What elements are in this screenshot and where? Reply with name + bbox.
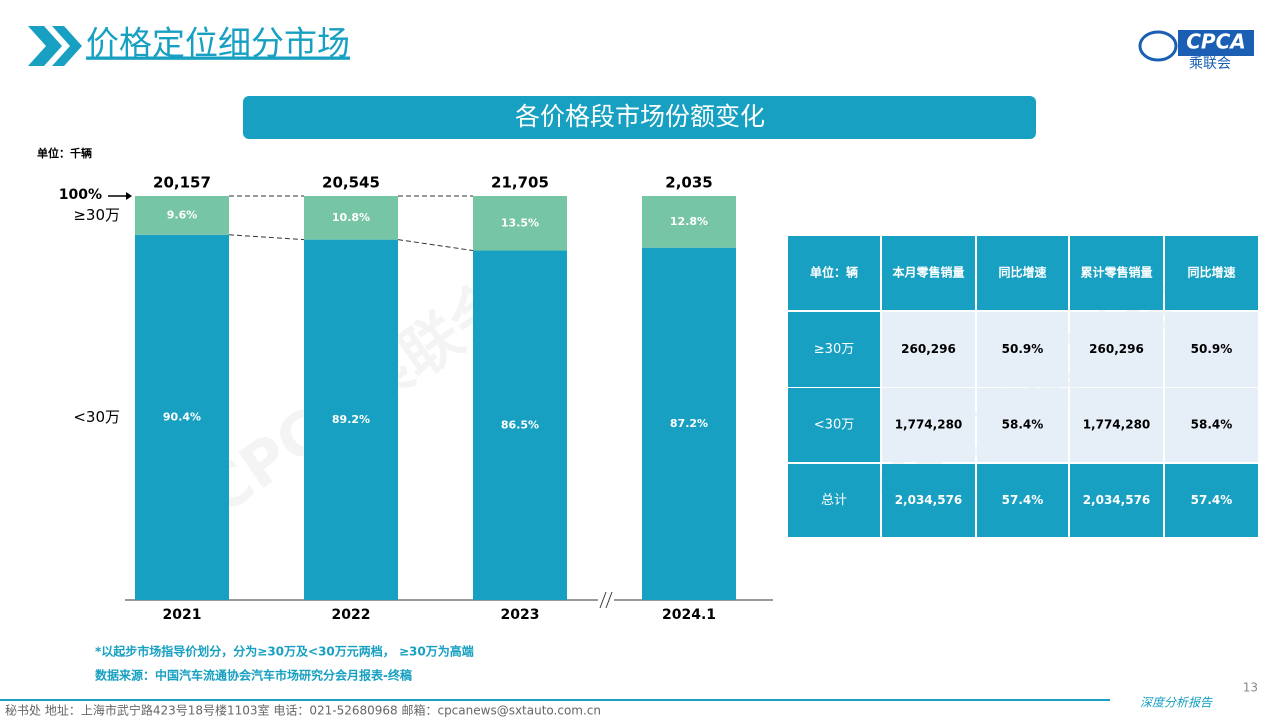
- x-tick-label: 2023: [501, 607, 540, 623]
- total-label: 20,545: [322, 174, 380, 192]
- table-text: 260,296: [1089, 342, 1144, 356]
- footer-report: 深度分析报告: [1140, 696, 1213, 710]
- x-tick-label: 2021: [163, 607, 202, 623]
- table-text: 58.4%: [1191, 418, 1233, 432]
- table-cell: [882, 312, 975, 387]
- legend-label: ≥30万: [73, 206, 120, 224]
- legend-label: <30万: [73, 408, 120, 426]
- table-cell: [977, 312, 1068, 387]
- x-tick-label: 2024.1: [662, 607, 716, 623]
- unit-label: 单位：千辆: [37, 146, 92, 160]
- table-text: 260,296: [901, 342, 956, 356]
- table-cell: [788, 236, 880, 310]
- banner: [243, 96, 1036, 139]
- total-label: 20,157: [153, 174, 211, 192]
- y-tick-label: 100%: [59, 187, 102, 203]
- table-text: 本月零售销量: [892, 265, 964, 280]
- bar-segment: [304, 239, 398, 600]
- table-cell: [1070, 464, 1163, 537]
- bar-segment: [304, 196, 398, 240]
- value-label: 10.8%: [332, 211, 370, 224]
- table-cell: [788, 312, 880, 387]
- table-text: 同比增速: [998, 265, 1046, 280]
- bar-segment: [642, 196, 736, 248]
- table-text: <30万: [814, 418, 854, 433]
- footer-address: 秘书处 地址：上海市武宁路423号18号楼1103室 电话：021-526809…: [5, 703, 601, 718]
- bar-segment: [473, 196, 567, 251]
- table-text: ≥30万: [814, 342, 854, 357]
- connector: [228, 234, 305, 241]
- table-cell: [882, 388, 975, 462]
- table-text: 50.9%: [1002, 342, 1044, 356]
- page-title: 价格定位细分市场: [86, 24, 350, 63]
- connector: [397, 239, 474, 252]
- note: *以起步市场指导价划分，分为≥30万及<30万元两档， ≥30万为高端: [95, 644, 474, 659]
- bar-segment: [135, 196, 229, 235]
- banner-text: 各价格段市场份额变化: [515, 102, 765, 131]
- table-text: 2,034,576: [1083, 493, 1151, 507]
- value-label: 13.5%: [501, 216, 539, 229]
- table-cell: [1165, 312, 1258, 387]
- table-cell: [1070, 312, 1163, 387]
- table-text: 1,774,280: [1083, 418, 1151, 432]
- table-text: 57.4%: [1191, 493, 1233, 507]
- logo-mark: [1138, 30, 1178, 62]
- table-cell: [1165, 464, 1258, 537]
- table-text: 1,774,280: [895, 418, 963, 432]
- table-text: 58.4%: [1002, 418, 1044, 432]
- table-cell: [1070, 388, 1163, 462]
- value-label: 89.2%: [332, 413, 370, 426]
- bar-segment: [642, 247, 736, 600]
- chevron: [52, 26, 82, 66]
- value-label: 86.5%: [501, 418, 539, 431]
- table-text: 单位：辆: [810, 265, 858, 280]
- table-cell: [1165, 236, 1258, 310]
- table-cell: [788, 464, 880, 537]
- table-cell: [1165, 388, 1258, 462]
- table-cell: [788, 388, 880, 462]
- table-cell: [977, 236, 1068, 310]
- table-text: 50.9%: [1191, 342, 1233, 356]
- table-text: 2,034,576: [895, 493, 963, 507]
- value-label: 12.8%: [670, 215, 708, 228]
- arrow-head: [126, 192, 132, 200]
- table-cell: [1070, 236, 1163, 310]
- table-cell: [882, 464, 975, 537]
- logo-text: CPCA: [1186, 30, 1246, 54]
- value-label: 9.6%: [167, 208, 198, 221]
- note: 数据来源：中国汽车流通协会汽车市场研究分会月报表-终稿: [95, 668, 412, 683]
- axis-break: [605, 591, 613, 609]
- bar-segment: [135, 234, 229, 600]
- logo-sub: 乘联会: [1189, 56, 1231, 72]
- total-label: 2,035: [665, 174, 712, 192]
- table-text: 同比增速: [1187, 265, 1235, 280]
- value-label: 87.2%: [670, 417, 708, 430]
- chevron: [28, 26, 62, 66]
- x-tick-label: 2022: [332, 607, 371, 623]
- table-cell: [977, 464, 1068, 537]
- table-text: 57.4%: [1002, 493, 1044, 507]
- table-text: 累计零售销量: [1080, 265, 1152, 280]
- table-text: 总计: [821, 493, 847, 508]
- table-cell: [882, 236, 975, 310]
- value-label: 90.4%: [163, 410, 201, 423]
- axis-break: [599, 591, 607, 609]
- total-label: 21,705: [491, 174, 549, 192]
- table-cell: [977, 388, 1068, 462]
- bar-segment: [473, 250, 567, 601]
- page-number: 13: [1243, 681, 1258, 695]
- logo-box: [1178, 30, 1254, 56]
